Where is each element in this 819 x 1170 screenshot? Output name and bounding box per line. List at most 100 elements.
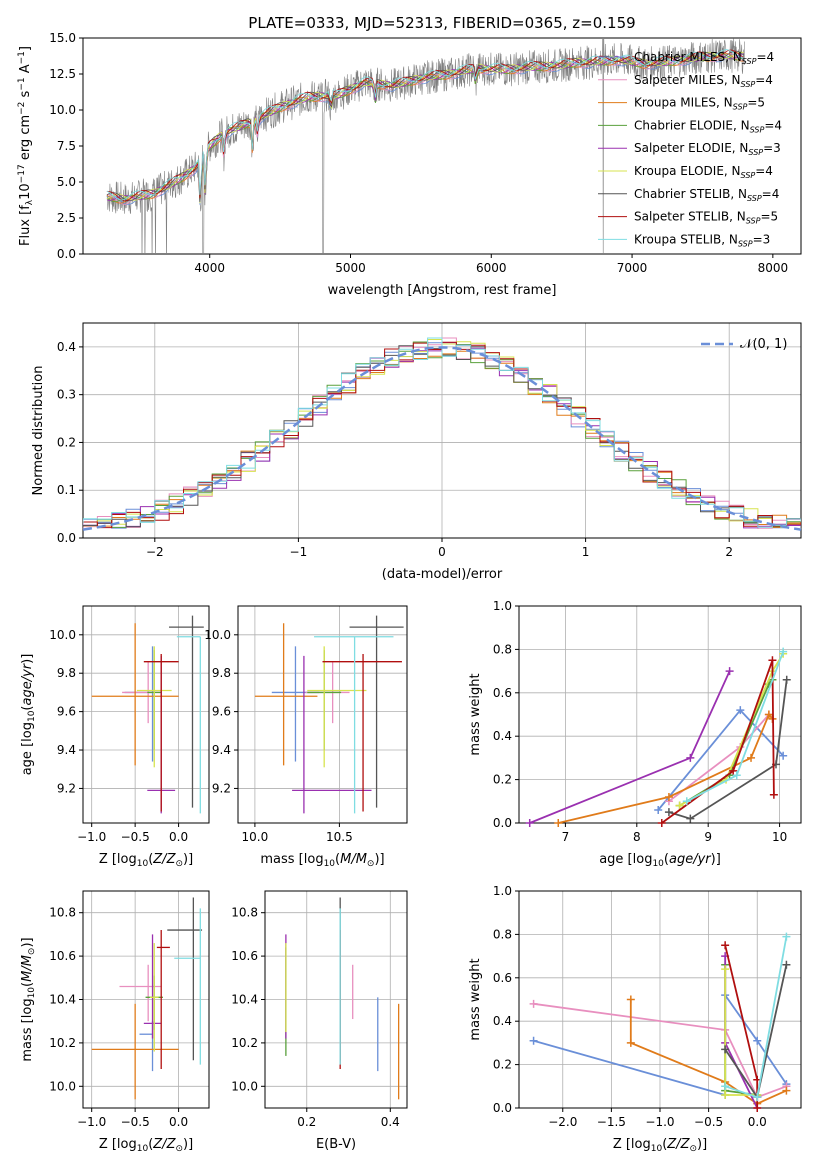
x-tick-label: 7: [562, 830, 570, 844]
series-line: [668, 679, 788, 820]
point-salpeter-elodie: [292, 655, 372, 814]
y-axis-label: Flux [fλ10−17 erg cm−2 s−1 A−1]: [17, 46, 35, 246]
data-point: [721, 1082, 730, 1091]
y-axis-label: age [log10(age/yr)]: [20, 654, 37, 776]
y-tick-label: 0.0: [57, 531, 76, 545]
y-tick-label: 9.6: [212, 705, 231, 719]
y-tick-label: 9.2: [212, 781, 231, 795]
y-tick-label: 9.8: [212, 666, 231, 680]
y-tick-label: 0.1: [57, 483, 76, 497]
mass-vs-EBV-axes: 0.2 0.4 10.0 10.2 10.4 10.6 10.8 E(B-V): [231, 890, 408, 1152]
data-point: [732, 771, 741, 780]
point-salpeter-miles: [119, 964, 162, 1022]
plot-frame: [82, 605, 210, 824]
y-tick-label: 2.5: [57, 211, 76, 225]
y-tick-label: 0.4: [57, 340, 76, 354]
y-tick-label: 0.2: [493, 773, 512, 787]
point-salpeter-stelib: [143, 654, 179, 812]
y-tick-label: 0.8: [493, 927, 512, 941]
data-point: [725, 667, 734, 676]
data-point: [721, 1090, 730, 1099]
point-salpeter-elodie: [143, 934, 162, 1039]
series-line: [661, 659, 775, 824]
x-tick-label: 0.0: [169, 1115, 188, 1129]
legend-label-salpeter-elodie: Salpeter ELODIE, NSSP=3: [634, 141, 781, 157]
y-axis-label: mass weight: [468, 673, 483, 755]
legend-label-chabrier-stelib: Chabrier STELIB, NSSP=4: [634, 187, 779, 203]
spectrum-legend: Chabrier MILES, NSSP=4 Salpeter MILES, NS…: [598, 50, 782, 248]
y-axis-label: mass weight: [468, 958, 483, 1040]
series-chabrier-stelib: [664, 675, 791, 823]
data-point: [747, 753, 756, 762]
mass-vs-Z-axes: −1.0 −0.5 0.0 10.0 10.2 10.4 10.6 10.8 Z [log10(…: [20, 890, 210, 1154]
y-tick-label: 0.0: [493, 816, 512, 830]
x-tick-label: 10: [772, 830, 787, 844]
y-tick-label: 0.8: [493, 642, 512, 656]
y-tick-label: 0.2: [493, 1058, 512, 1072]
y-tick-label: 10.4: [49, 993, 76, 1007]
x-tick-label: −2.0: [548, 1115, 577, 1129]
y-tick-label: 10.0: [49, 103, 76, 117]
x-axis-label: Z [log10(Z/Z⊙)]: [613, 1137, 707, 1154]
y-tick-label: 10.2: [231, 1036, 258, 1050]
x-tick-label: 0: [438, 545, 446, 559]
x-tick-label: 10.0: [242, 830, 269, 844]
x-tick-label: 0.2: [297, 1115, 316, 1129]
series-kroupa-elodie: [721, 965, 762, 1099]
y-tick-label: 10.2: [49, 1036, 76, 1050]
x-tick-label: 10.5: [326, 830, 353, 844]
y-tick-label: 1.0: [493, 599, 512, 613]
x-tick-label: 8000: [758, 261, 789, 275]
model-spectrum-kroupa-stelib: [106, 49, 744, 201]
x-tick-label: 0.0: [169, 830, 188, 844]
data-point: [721, 965, 730, 974]
data-point: [769, 790, 778, 799]
series-line: [668, 713, 774, 803]
model-spectrum-kroupa-elodie: [106, 51, 744, 204]
svg-text:mass [log10(M/M⊙)]: mass [log10(M/M⊙)]: [20, 937, 37, 1061]
x-tick-label: 8: [633, 830, 641, 844]
data-point: [721, 941, 730, 950]
y-tick-label: 0.3: [57, 388, 76, 402]
legend-label-salpeter-stelib: Salpeter STELIB, NSSP=5: [634, 210, 778, 226]
x-axis-label: wavelength [Angstrom, rest frame]: [328, 283, 557, 298]
series-kroupa-stelib: [682, 647, 788, 806]
y-tick-label: 10.0: [231, 1079, 258, 1093]
data-point: [529, 999, 538, 1008]
observed-spectrum: [106, 38, 745, 254]
data-point: [753, 1104, 762, 1112]
data-point: [664, 808, 673, 817]
y-tick-label: 10.4: [231, 993, 258, 1007]
x-tick-label: −1.0: [77, 1115, 106, 1129]
x-tick-label: −0.5: [121, 1115, 150, 1129]
data-point: [753, 1093, 762, 1102]
x-tick-label: 7000: [617, 261, 648, 275]
y-tick-label: 10.8: [231, 906, 258, 920]
data-point: [729, 766, 738, 775]
series-line: [679, 653, 784, 807]
series-line: [686, 651, 785, 803]
x-tick-label: −0.5: [121, 830, 150, 844]
x-tick-label: 0.4: [381, 1115, 400, 1129]
legend-label-chabrier-elodie: Chabrier ELODIE, NSSP=4: [634, 118, 782, 134]
series-salpeter-stelib: [657, 656, 778, 827]
x-tick-label: −1.5: [597, 1115, 626, 1129]
data-point: [782, 960, 791, 969]
y-tick-label: 0.6: [493, 686, 512, 700]
data-point: [721, 1045, 730, 1054]
series-line: [529, 670, 731, 824]
x-tick-label: 4000: [194, 261, 225, 275]
y-tick-label: 7.5: [57, 139, 76, 153]
x-tick-label: 1: [582, 545, 590, 559]
y-tick-label: 0.0: [57, 247, 76, 261]
data-point: [675, 801, 684, 810]
y-tick-label: 9.2: [57, 781, 76, 795]
data-point: [626, 1038, 635, 1047]
series-line: [724, 945, 759, 1108]
legend-label-kroupa-elodie: Kroupa ELODIE, NSSP=4: [634, 164, 773, 180]
data-point: [782, 1086, 791, 1095]
x-tick-label: −1.0: [645, 1115, 674, 1129]
point-salpeter-stelib: [322, 654, 402, 812]
data-point: [764, 710, 773, 719]
point-chabrier-stelib: [349, 615, 404, 808]
